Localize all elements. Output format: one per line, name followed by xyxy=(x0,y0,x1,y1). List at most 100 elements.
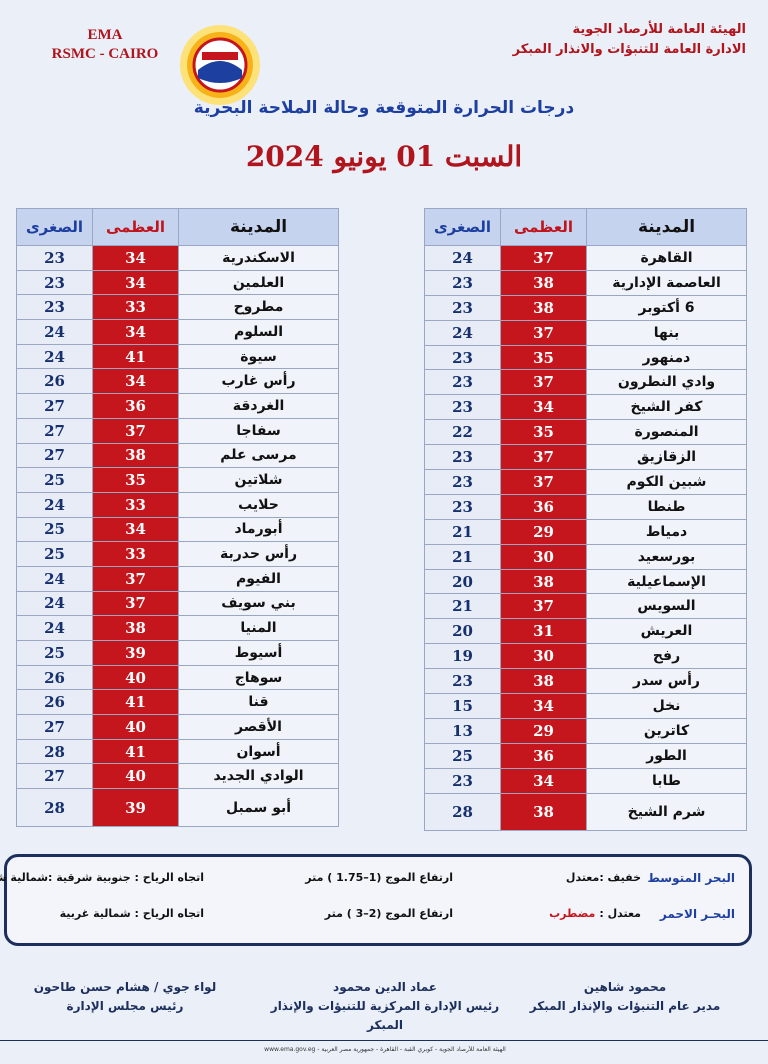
max-cell: 37 xyxy=(500,593,587,620)
column-header: الصغرى xyxy=(16,208,93,246)
max-cell: 29 xyxy=(500,518,587,545)
city-cell: حلايب xyxy=(178,491,339,518)
org-ar: الهيئة العامة للأرصاد الجوية الادارة الع… xyxy=(513,20,746,60)
city-cell: القاهرة xyxy=(586,245,747,271)
row: العريش 31 20 xyxy=(424,618,747,645)
max-cell: 40 xyxy=(92,664,179,691)
max-cell: 33 xyxy=(92,541,179,567)
city-cell: أسوان xyxy=(178,738,339,765)
header-row: المدينة العظمى الصغرى xyxy=(16,208,339,246)
max-cell: 38 xyxy=(500,294,587,321)
min-cell: 23 xyxy=(424,668,501,695)
min-cell: 23 xyxy=(16,245,93,271)
max-cell: 39 xyxy=(92,640,179,666)
row: نخل 34 15 xyxy=(424,693,747,719)
min-cell: 23 xyxy=(424,767,501,794)
date: السبت 01 يونيو 2024 xyxy=(245,140,523,173)
min-cell: 26 xyxy=(16,664,93,691)
row: سوهاج 40 26 xyxy=(16,664,339,691)
max-cell: 34 xyxy=(92,368,179,395)
min-cell: 27 xyxy=(16,393,93,419)
min-cell: 23 xyxy=(16,269,93,296)
header-row: المدينة العظمى الصغرى xyxy=(424,208,747,246)
min-cell: 21 xyxy=(424,593,501,620)
max-cell: 40 xyxy=(92,714,179,740)
row: شرم الشيخ 38 28 xyxy=(424,792,747,831)
min-cell: 24 xyxy=(16,615,93,641)
sea-state: خفيف :معتدل xyxy=(562,871,641,884)
min-cell: 19 xyxy=(424,643,501,670)
max-cell: 30 xyxy=(500,643,587,670)
row: المنيا 38 24 xyxy=(16,615,339,641)
row: الطور 36 25 xyxy=(424,742,747,769)
signature-role: رئيس الإدارة المركزية للتنبؤات والإنذار … xyxy=(270,999,500,1032)
min-cell: 24 xyxy=(424,319,501,346)
temperature-table: المدينة العظمى الصغرى الاسكندرية 34 23 العلمين… xyxy=(16,208,339,828)
max-cell: 34 xyxy=(92,245,179,271)
max-cell: 34 xyxy=(500,693,587,719)
max-cell: 37 xyxy=(500,319,587,346)
sea-state-part: خفيف :معتدل xyxy=(565,871,641,884)
max-cell: 34 xyxy=(500,767,587,794)
min-cell: 24 xyxy=(16,491,93,518)
sea-name: البحـر الاحمر xyxy=(659,907,735,921)
city-cell: سوهاج xyxy=(178,664,339,691)
min-cell: 21 xyxy=(424,543,501,570)
min-cell: 27 xyxy=(16,442,93,469)
max-cell: 37 xyxy=(92,417,179,444)
signature-role: مدير عام التنبؤات والإنذار المبكر xyxy=(529,999,721,1013)
row: رأس حدربة 33 25 xyxy=(16,541,339,567)
row: أبورماد 34 25 xyxy=(16,516,339,543)
min-cell: 27 xyxy=(16,714,93,740)
city-cell: كفر الشيخ xyxy=(586,394,747,421)
row: رفح 30 19 xyxy=(424,643,747,670)
temperature-table: المدينة العظمى الصغرى القاهرة 37 24 العاصمة ال… xyxy=(424,208,747,831)
table-left-wrap: المدينة العظمى الصغرى الاسكندرية 34 23 العلمين… xyxy=(16,208,339,828)
min-cell: 25 xyxy=(16,516,93,543)
city-cell: رأس غارب xyxy=(178,368,339,395)
max-cell: 31 xyxy=(500,618,587,645)
max-cell: 41 xyxy=(92,343,179,370)
sea-waves: ارتفاع الموج (2–3 ) متر xyxy=(324,907,453,920)
sea-box: البحر المتوسط خفيف :معتدل ارتفاع الموج (1–… xyxy=(0,854,752,946)
min-cell: 13 xyxy=(424,717,501,744)
max-cell: 36 xyxy=(500,493,587,520)
min-cell: 15 xyxy=(424,693,501,719)
row: الإسماعيلية 38 20 xyxy=(424,568,747,595)
city-cell: المنيا xyxy=(178,615,339,641)
max-cell: 39 xyxy=(92,788,179,828)
min-cell: 25 xyxy=(424,742,501,769)
min-cell: 28 xyxy=(16,788,93,828)
signature-name: عماد الدين محمود xyxy=(333,980,437,994)
city-cell: رأس حدربة xyxy=(178,541,339,567)
logo xyxy=(180,25,260,105)
min-cell: 23 xyxy=(16,294,93,321)
max-cell: 34 xyxy=(500,394,587,421)
logo-band xyxy=(202,52,238,60)
signature-name: محمود شاهين xyxy=(583,980,667,994)
city-cell: السلوم xyxy=(178,319,339,345)
sea-waves: ارتفاع الموج (1–1.75 ) متر xyxy=(305,871,453,884)
city-cell: بنها xyxy=(586,319,747,346)
city-cell: أبورماد xyxy=(178,516,339,543)
city-cell: سيوة xyxy=(178,343,339,370)
row: الزقازيق 37 23 xyxy=(424,444,747,471)
column-header: العظمى xyxy=(500,208,587,246)
row: المنصورة 35 22 xyxy=(424,419,747,446)
min-cell: 28 xyxy=(16,738,93,765)
min-cell: 26 xyxy=(16,689,93,716)
min-cell: 27 xyxy=(16,763,93,790)
city-cell: رفح xyxy=(586,643,747,670)
min-cell: 26 xyxy=(16,368,93,395)
city-cell: 6 أكتوبر xyxy=(586,294,747,321)
row: الفيوم 37 24 xyxy=(16,565,339,592)
signature: عماد الدين محمود رئيس الإدارة المركزية لل… xyxy=(260,978,510,1035)
max-cell: 38 xyxy=(92,615,179,641)
min-cell: 25 xyxy=(16,541,93,567)
row: العلمين 34 23 xyxy=(16,269,339,296)
sea-state-part: مضطرب xyxy=(549,907,596,920)
row: بنها 37 24 xyxy=(424,319,747,346)
city-cell: كاترين xyxy=(586,717,747,744)
sea-wind: اتجاه الرياح : جنوبية شرقية :شمالية شرقي… xyxy=(0,871,204,884)
